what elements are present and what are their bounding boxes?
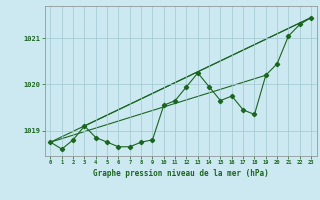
X-axis label: Graphe pression niveau de la mer (hPa): Graphe pression niveau de la mer (hPa) — [93, 169, 269, 178]
